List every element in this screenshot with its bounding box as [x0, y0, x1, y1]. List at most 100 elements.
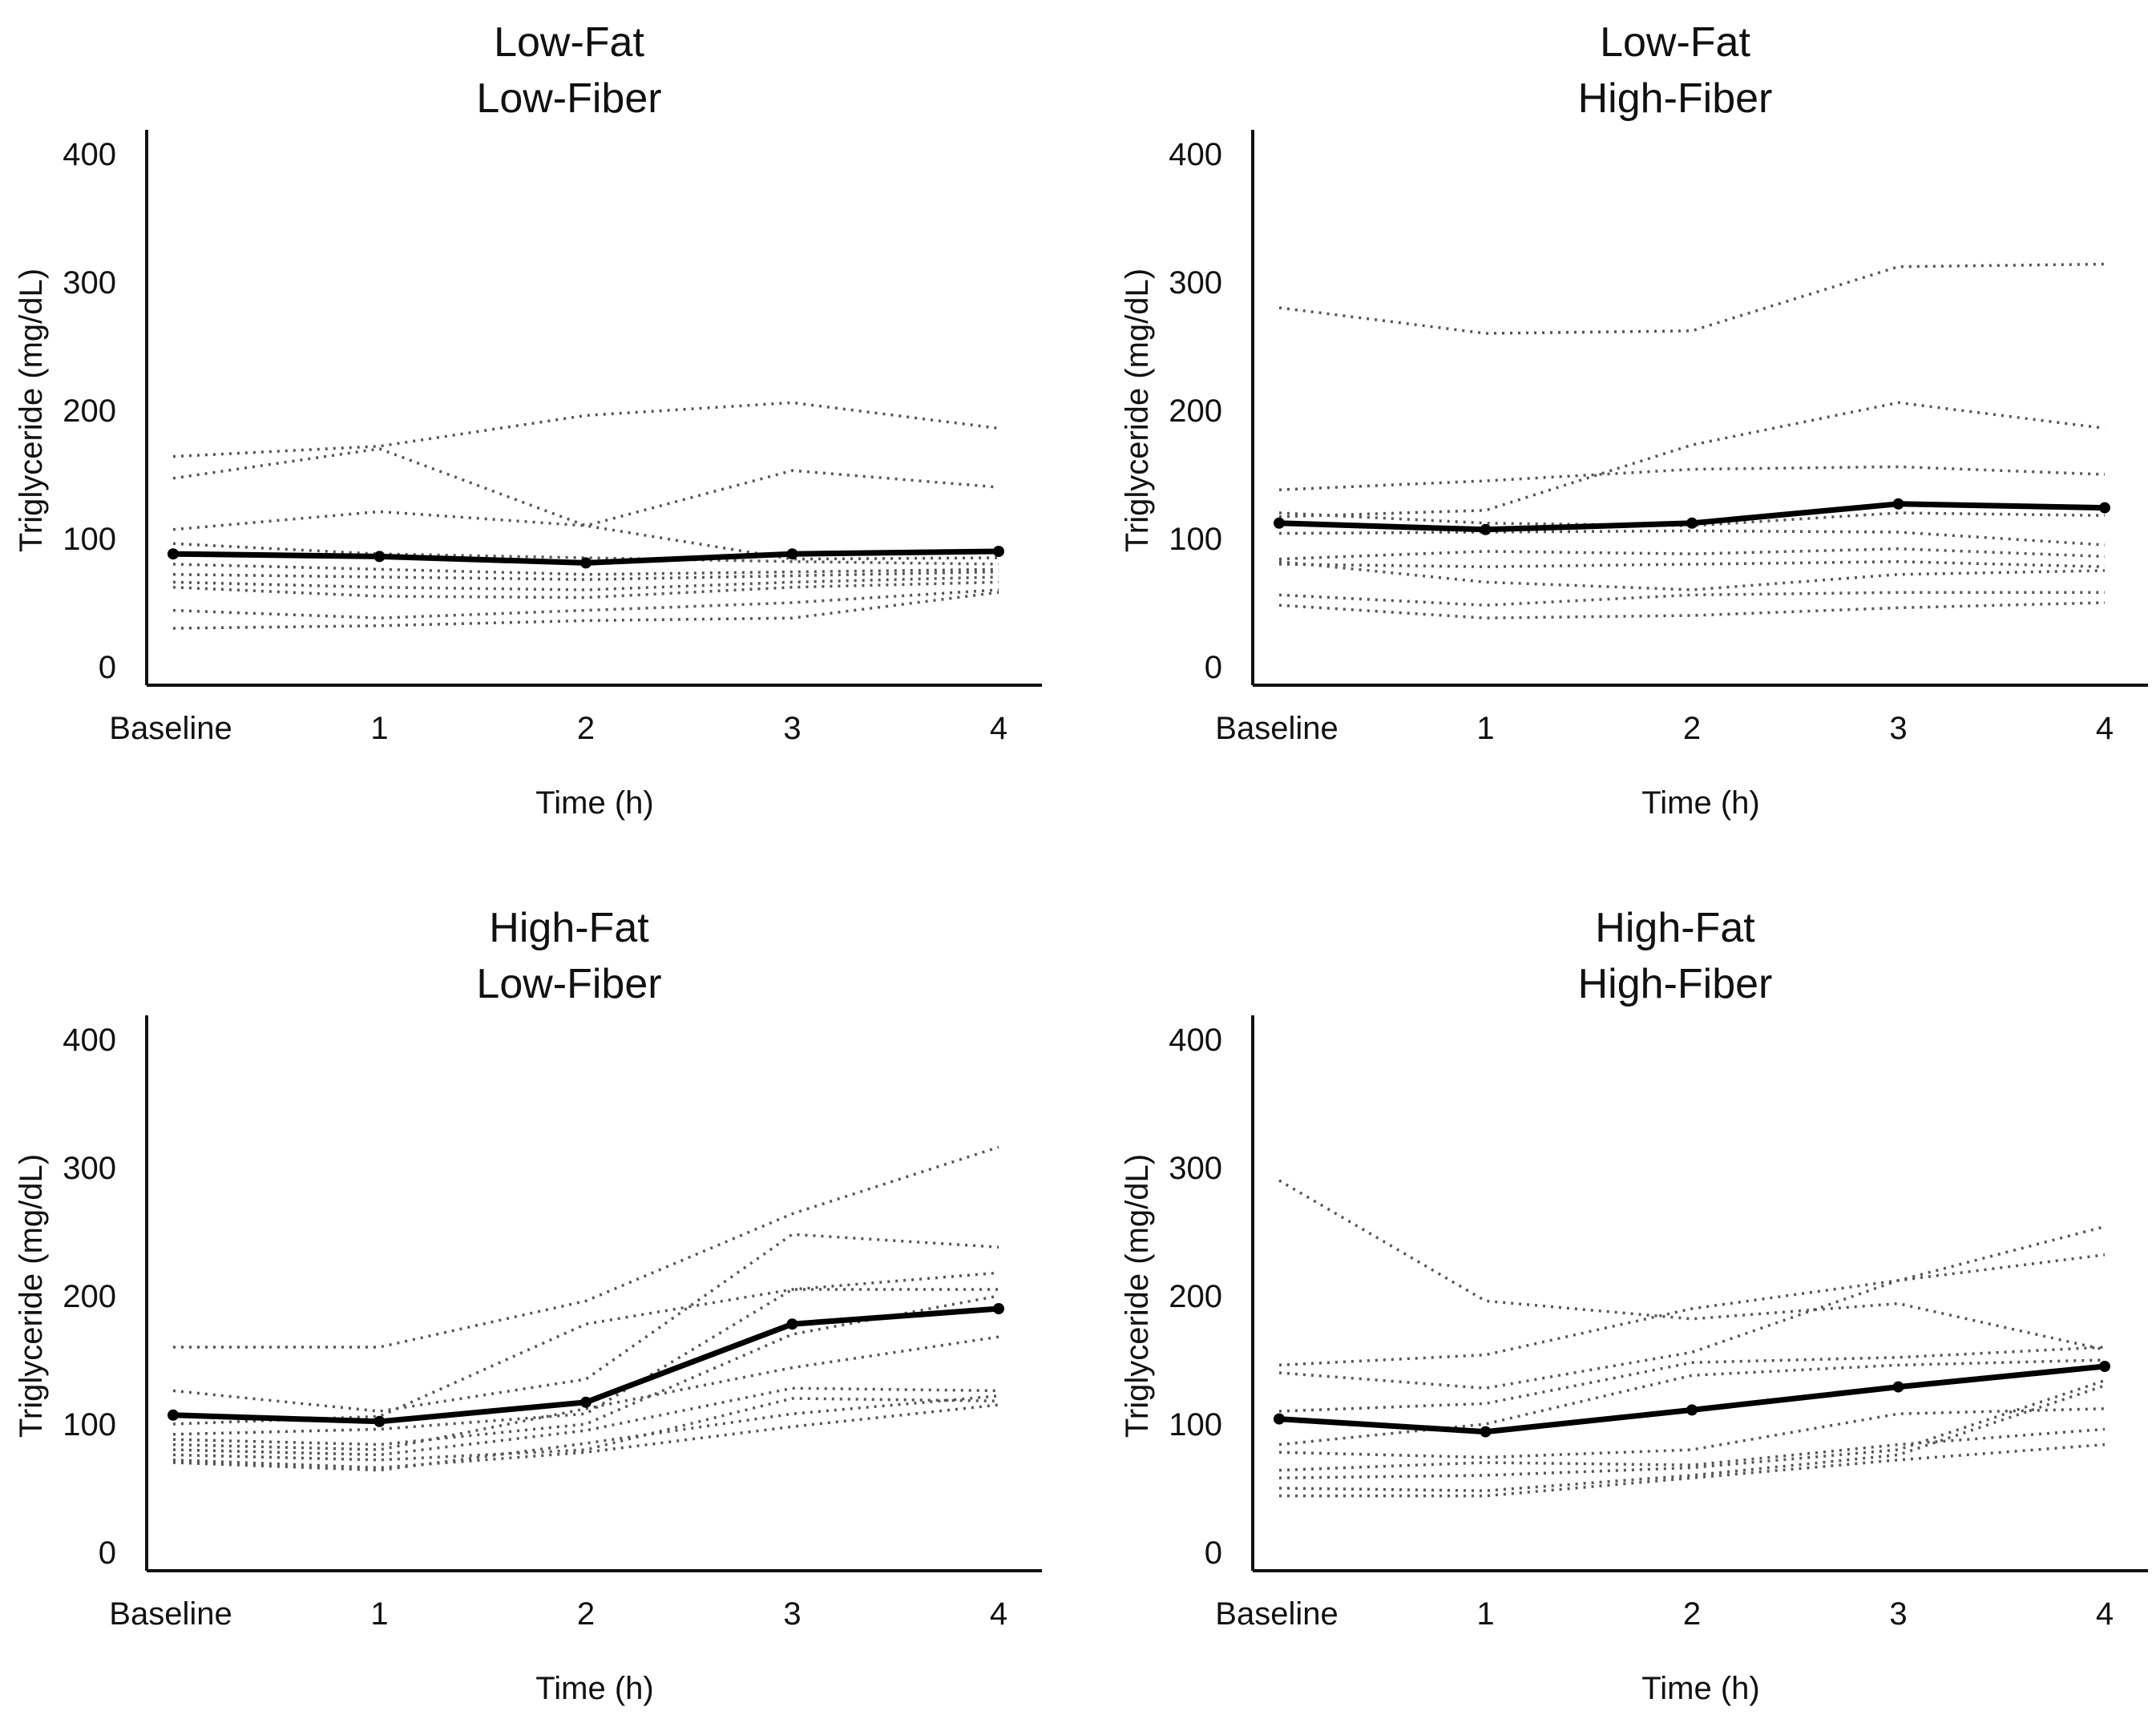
series-line-subject-4 — [172, 1288, 999, 1436]
series-line-subject-7 — [1278, 560, 2106, 568]
y-tick-label: 300 — [1169, 1151, 1222, 1186]
series-line-subject-4 — [172, 542, 999, 566]
x-tick-label: 3 — [783, 711, 801, 746]
mean-data-point — [786, 548, 798, 560]
mean-data-point — [580, 557, 591, 569]
series-line-subject-1 — [173, 1145, 999, 1349]
x-axis-title: Time (h) — [535, 785, 653, 821]
series-line-subject-8 — [1278, 1378, 2106, 1479]
series-line-subject-8 — [172, 580, 999, 599]
series-line-subject-9 — [1278, 591, 2105, 607]
mean-data-point — [373, 551, 386, 563]
x-tick-label: Baseline — [109, 1596, 232, 1632]
x-axis-title: Time (h) — [1641, 1671, 1759, 1706]
series-line-subject-2 — [1278, 401, 2106, 519]
mean-data-point — [1274, 1413, 1285, 1425]
chart-title-line-1: High-Fat — [489, 905, 649, 951]
y-tick-label: 100 — [1169, 1407, 1222, 1443]
mean-data-point — [168, 1409, 179, 1421]
mean-data-point — [580, 1396, 591, 1408]
series-line-subject-6 — [172, 570, 999, 581]
x-tick-label: 2 — [577, 1596, 595, 1632]
x-tick-label: 2 — [1683, 711, 1701, 746]
chart-panel-2: Low-Fat High-Fiber 0 100 200 300 400 Baseline 1 2… — [1120, 19, 2148, 821]
mean-data-point — [1892, 1381, 1904, 1393]
x-tick-label: 4 — [2096, 711, 2114, 746]
series-line-subject-5 — [172, 1294, 999, 1447]
y-tick-label: 100 — [63, 522, 116, 557]
mean-data-point — [1480, 523, 1492, 535]
series-line-subject-10 — [172, 1394, 999, 1472]
series-line-subject-5 — [172, 563, 999, 576]
y-tick-label: 0 — [1205, 1535, 1222, 1571]
series-line-subject-5 — [1278, 1358, 2106, 1447]
x-tick-label: 1 — [370, 1596, 388, 1632]
series-line-subject-5 — [1278, 529, 2106, 547]
chart-title-line-2: High-Fiber — [1578, 961, 1773, 1007]
x-tick-label: 1 — [370, 711, 388, 746]
y-tick-label: 0 — [99, 650, 116, 685]
series-line-subject-1 — [1278, 1179, 2106, 1351]
mean-data-point — [786, 1318, 798, 1330]
x-tick-label: 1 — [1476, 1596, 1494, 1632]
series-line-subject-10 — [1279, 1443, 2106, 1498]
chart-title-line-2: Low-Fiber — [476, 75, 661, 122]
y-tick-label: 300 — [63, 1151, 116, 1186]
x-tick-label: 3 — [1889, 1596, 1907, 1632]
x-tick-label: 4 — [990, 711, 1007, 746]
series-line-subject-10 — [172, 591, 999, 630]
x-tick-label: 2 — [577, 711, 595, 746]
series-line-subject-3 — [1278, 1253, 2106, 1390]
y-tick-label: 0 — [99, 1535, 116, 1571]
series-line-subject-2 — [172, 1233, 999, 1413]
mean-data-point — [1686, 1404, 1698, 1416]
mean-data-point — [2099, 1361, 2110, 1372]
series-line-subject-9 — [1278, 1384, 2106, 1492]
chart-title-line-1: High-Fat — [1595, 905, 1755, 951]
y-tick-label: 400 — [1169, 1023, 1222, 1058]
y-tick-label: 200 — [1169, 393, 1222, 429]
series-line-subject-6 — [1278, 547, 2106, 561]
mean-data-point — [1274, 517, 1285, 529]
mean-data-point — [1892, 498, 1904, 510]
chart-title-line-2: Low-Fiber — [476, 961, 661, 1007]
series-line-subject-7 — [1278, 1427, 2106, 1472]
mean-data-point — [168, 548, 179, 560]
y-axis-title: Triglyceride (mg/dL) — [1120, 268, 1155, 552]
mean-data-point — [993, 546, 1004, 557]
chart-title-line-1: Low-Fat — [1600, 19, 1750, 66]
series-line-subject-8 — [172, 1397, 999, 1462]
series-line-subject-9 — [172, 588, 999, 619]
mean-data-point — [1480, 1426, 1492, 1438]
series-line-subject-9 — [172, 1403, 999, 1470]
x-tick-label: 1 — [1476, 711, 1494, 746]
y-tick-label: 0 — [1205, 650, 1222, 685]
chart-panel-1: Low-Fat Low-Fiber 0 100 200 300 400 Baseline 1 2 3… — [14, 19, 1042, 821]
y-tick-label: 200 — [1169, 1279, 1222, 1314]
series-line-subject-2 — [1278, 1225, 2106, 1367]
y-tick-label: 200 — [63, 1279, 116, 1314]
mean-data-point — [2099, 502, 2110, 514]
series-line-subject-1 — [1278, 262, 2106, 335]
chart-title-line-2: High-Fiber — [1578, 75, 1773, 122]
x-tick-label: 3 — [783, 1596, 801, 1632]
y-tick-label: 400 — [1169, 137, 1222, 172]
x-tick-label: 4 — [990, 1596, 1007, 1632]
series-line-subject-4 — [1278, 1346, 2106, 1413]
y-tick-label: 400 — [63, 1023, 116, 1058]
y-tick-label: 100 — [1169, 522, 1222, 557]
y-tick-label: 300 — [63, 265, 116, 301]
y-tick-label: 400 — [63, 137, 116, 172]
x-tick-label: Baseline — [109, 711, 232, 746]
series-line-subject-7 — [172, 575, 999, 591]
series-line-subject-1 — [172, 401, 999, 458]
x-tick-label: Baseline — [1215, 711, 1338, 746]
series-line-subject-6 — [1278, 1407, 2106, 1459]
x-axis-title: Time (h) — [1641, 785, 1759, 821]
series-line-subject-3 — [172, 510, 999, 561]
series-line-subject-4 — [1278, 511, 2106, 527]
x-tick-label: 3 — [1889, 711, 1907, 746]
chart-panel-3: High-Fat Low-Fiber 0 100 200 300 400 Baseline 1 2… — [14, 905, 1042, 1706]
y-axis-title: Triglyceride (mg/dL) — [14, 268, 49, 552]
